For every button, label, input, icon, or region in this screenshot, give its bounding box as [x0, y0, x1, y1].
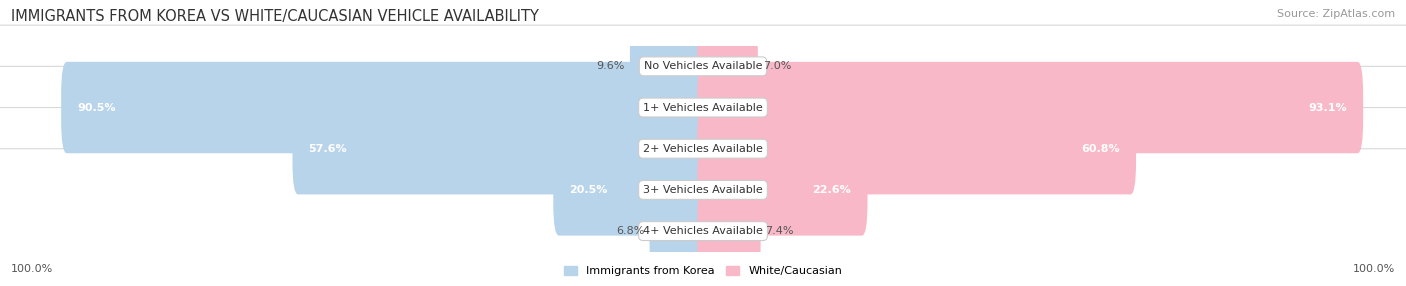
Text: 100.0%: 100.0% — [1353, 264, 1395, 274]
Text: 90.5%: 90.5% — [77, 103, 115, 112]
Text: IMMIGRANTS FROM KOREA VS WHITE/CAUCASIAN VEHICLE AVAILABILITY: IMMIGRANTS FROM KOREA VS WHITE/CAUCASIAN… — [11, 9, 538, 23]
Text: 20.5%: 20.5% — [569, 185, 607, 195]
FancyBboxPatch shape — [292, 103, 709, 194]
FancyBboxPatch shape — [0, 0, 1406, 149]
Text: 57.6%: 57.6% — [308, 144, 347, 154]
FancyBboxPatch shape — [697, 185, 761, 277]
Text: 4+ Vehicles Available: 4+ Vehicles Available — [643, 226, 763, 236]
Text: 6.8%: 6.8% — [616, 226, 644, 236]
Legend: Immigrants from Korea, White/Caucasian: Immigrants from Korea, White/Caucasian — [560, 261, 846, 281]
Text: No Vehicles Available: No Vehicles Available — [644, 61, 762, 71]
Text: 100.0%: 100.0% — [11, 264, 53, 274]
Text: Source: ZipAtlas.com: Source: ZipAtlas.com — [1277, 9, 1395, 19]
FancyBboxPatch shape — [0, 25, 1406, 190]
Text: 2+ Vehicles Available: 2+ Vehicles Available — [643, 144, 763, 154]
FancyBboxPatch shape — [630, 21, 709, 112]
FancyBboxPatch shape — [697, 62, 1364, 153]
FancyBboxPatch shape — [650, 185, 709, 277]
FancyBboxPatch shape — [697, 21, 758, 112]
FancyBboxPatch shape — [0, 66, 1406, 231]
FancyBboxPatch shape — [554, 144, 709, 236]
Text: 7.0%: 7.0% — [762, 61, 792, 71]
FancyBboxPatch shape — [0, 108, 1406, 272]
Text: 7.4%: 7.4% — [765, 226, 794, 236]
FancyBboxPatch shape — [0, 149, 1406, 286]
Text: 22.6%: 22.6% — [813, 185, 852, 195]
FancyBboxPatch shape — [697, 103, 1136, 194]
Text: 93.1%: 93.1% — [1309, 103, 1347, 112]
FancyBboxPatch shape — [697, 144, 868, 236]
Text: 9.6%: 9.6% — [596, 61, 624, 71]
Text: 3+ Vehicles Available: 3+ Vehicles Available — [643, 185, 763, 195]
FancyBboxPatch shape — [60, 62, 709, 153]
Text: 60.8%: 60.8% — [1081, 144, 1119, 154]
Text: 1+ Vehicles Available: 1+ Vehicles Available — [643, 103, 763, 112]
